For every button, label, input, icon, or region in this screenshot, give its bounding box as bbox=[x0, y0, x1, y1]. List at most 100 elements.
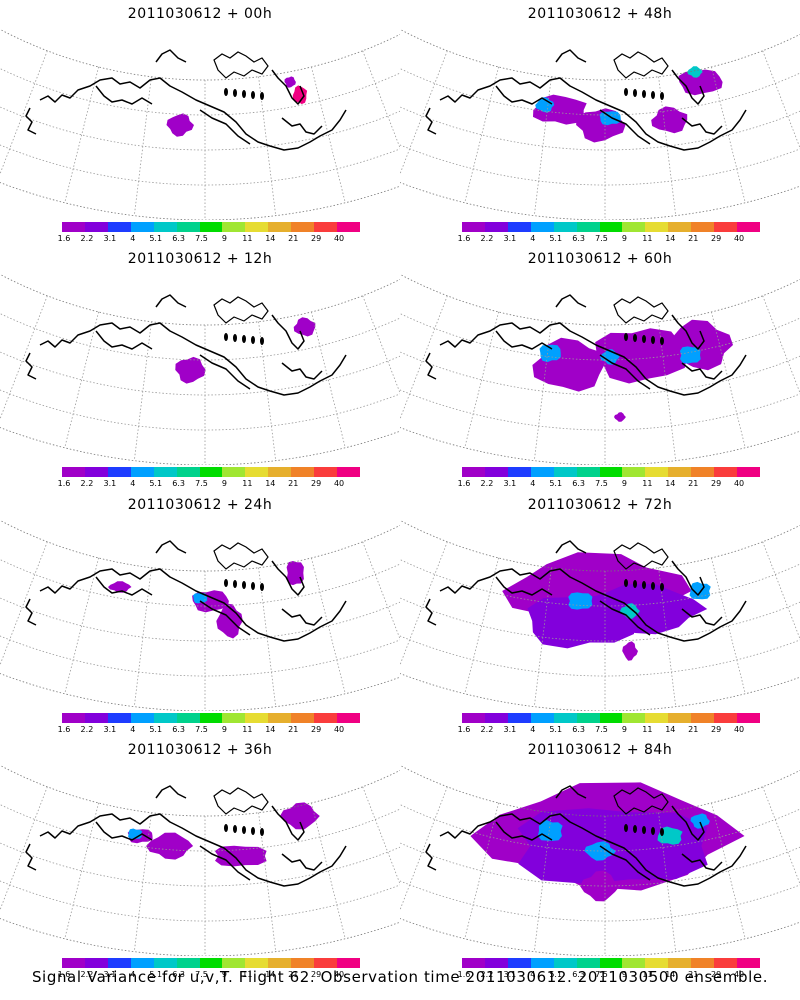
coastline bbox=[199, 845, 251, 881]
latitude-line bbox=[0, 764, 400, 817]
coastline bbox=[281, 853, 323, 871]
colorbar-swatch bbox=[484, 467, 508, 477]
colorbar-label: 2.2 bbox=[480, 970, 494, 979]
colorbar-label: 6.3 bbox=[572, 970, 585, 979]
island bbox=[224, 88, 228, 96]
coastline bbox=[555, 540, 587, 554]
colorbar-swatch bbox=[714, 222, 738, 232]
longitude-line bbox=[0, 295, 48, 421]
variance-area bbox=[584, 841, 616, 861]
coastline bbox=[599, 600, 651, 636]
longitude-line bbox=[762, 50, 800, 150]
longitude-line bbox=[400, 541, 448, 667]
colorbar-label: 14 bbox=[265, 725, 276, 734]
colorbar-label: 5.1 bbox=[549, 479, 563, 488]
colorbar-swatch bbox=[337, 467, 360, 477]
longitude-line bbox=[64, 311, 99, 448]
colorbar-label: 6.3 bbox=[172, 479, 185, 488]
island bbox=[633, 334, 637, 342]
latitude-line bbox=[400, 842, 800, 887]
variance-area bbox=[580, 870, 620, 902]
colorbar-label: 29 bbox=[311, 725, 322, 734]
longitude-line bbox=[464, 557, 499, 694]
colorbar bbox=[62, 222, 360, 232]
colorbar-label: 7.5 bbox=[195, 970, 208, 979]
latitude-line bbox=[0, 313, 400, 361]
colorbar-label: 2.2 bbox=[480, 725, 494, 734]
colorbar-swatch bbox=[314, 467, 338, 477]
colorbar-labels: 1.6 2.2 3.1 4 5.1 6.3 7.5 9 11 14 21 29 40 bbox=[458, 970, 760, 980]
colorbar-swatch bbox=[84, 713, 108, 723]
colorbar-label: 4 bbox=[530, 479, 536, 488]
colorbar-swatch bbox=[668, 713, 692, 723]
latitude-line bbox=[400, 106, 800, 151]
longitude-line bbox=[133, 76, 152, 216]
colorbar-label: 14 bbox=[265, 234, 276, 243]
longitude-line bbox=[762, 541, 800, 641]
forecast-panel: 2011030612 + 24h 1.6 2.2 3.1 4 5.1 6.3 7.5 9 11 14… bbox=[0, 491, 400, 736]
longitude-line bbox=[258, 321, 277, 461]
colorbar bbox=[462, 222, 760, 232]
colorbar-label: 5.1 bbox=[149, 479, 163, 488]
longitude-line bbox=[311, 557, 346, 694]
colorbar-swatch bbox=[107, 958, 131, 968]
colorbar-label: 9 bbox=[621, 725, 627, 734]
latitude-line bbox=[400, 273, 800, 326]
colorbar-label: 2.2 bbox=[80, 479, 94, 488]
coastline bbox=[155, 294, 187, 308]
variance-area bbox=[175, 356, 206, 384]
colorbar-label: 3.1 bbox=[503, 725, 517, 734]
coastline bbox=[425, 598, 437, 626]
longitude-line bbox=[64, 66, 99, 203]
longitude-line bbox=[762, 295, 800, 395]
colorbar-label: 1.6 bbox=[457, 234, 471, 243]
longitude-line bbox=[533, 567, 552, 707]
coastline bbox=[555, 785, 587, 799]
arctic-islands bbox=[213, 296, 269, 324]
coastline bbox=[271, 314, 305, 350]
colorbar-swatch bbox=[107, 222, 131, 232]
polar-map bbox=[400, 519, 800, 711]
colorbar-label: 40 bbox=[733, 725, 745, 734]
island bbox=[624, 824, 628, 832]
colorbar-swatch bbox=[107, 467, 131, 477]
colorbar-swatch bbox=[314, 222, 338, 232]
colorbar-label: 5.1 bbox=[549, 725, 563, 734]
colorbar-swatch bbox=[576, 713, 600, 723]
colorbar-label: 21 bbox=[688, 479, 699, 488]
colorbar-swatch bbox=[622, 467, 646, 477]
colorbar-label: 5.1 bbox=[149, 234, 163, 243]
longitude-line bbox=[658, 567, 677, 707]
colorbar-label: 11 bbox=[642, 725, 653, 734]
colorbar-label: 29 bbox=[711, 234, 722, 243]
colorbar-swatch bbox=[314, 713, 338, 723]
colorbar-swatch bbox=[176, 958, 200, 968]
latitude-line bbox=[0, 427, 400, 465]
colorbar-swatch bbox=[622, 222, 646, 232]
colorbar-swatch bbox=[337, 958, 360, 968]
colorbar-swatch bbox=[337, 713, 360, 723]
latitude-line bbox=[0, 182, 400, 220]
colorbar-label: 3.1 bbox=[103, 725, 117, 734]
coastline bbox=[25, 843, 37, 871]
forecast-panel: 2011030612 + 72h 1.6 2.2 3.1 4 5.1 6.3 7.5 9 11 14… bbox=[400, 491, 800, 736]
variance-area bbox=[614, 412, 626, 422]
coastline bbox=[425, 843, 437, 871]
coastline bbox=[39, 322, 347, 396]
colorbar-swatch bbox=[245, 713, 269, 723]
colorbar-label: 11 bbox=[642, 234, 653, 243]
colorbar-swatch bbox=[484, 713, 508, 723]
colorbar-labels: 1.6 2.2 3.1 4 5.1 6.3 7.5 9 11 14 21 29 40 bbox=[58, 725, 360, 735]
colorbar-swatch bbox=[130, 467, 154, 477]
colorbar-label: 29 bbox=[311, 479, 322, 488]
longitude-line bbox=[133, 567, 152, 707]
coastline bbox=[95, 85, 153, 105]
longitude-line bbox=[711, 557, 746, 694]
longitude-line bbox=[464, 66, 499, 203]
colorbar-swatch bbox=[576, 958, 600, 968]
island bbox=[633, 580, 637, 588]
latitude-line bbox=[400, 68, 800, 116]
colorbar-label: 6.3 bbox=[572, 479, 585, 488]
colorbar-label: 5.1 bbox=[149, 970, 163, 979]
variance-area bbox=[570, 584, 708, 635]
